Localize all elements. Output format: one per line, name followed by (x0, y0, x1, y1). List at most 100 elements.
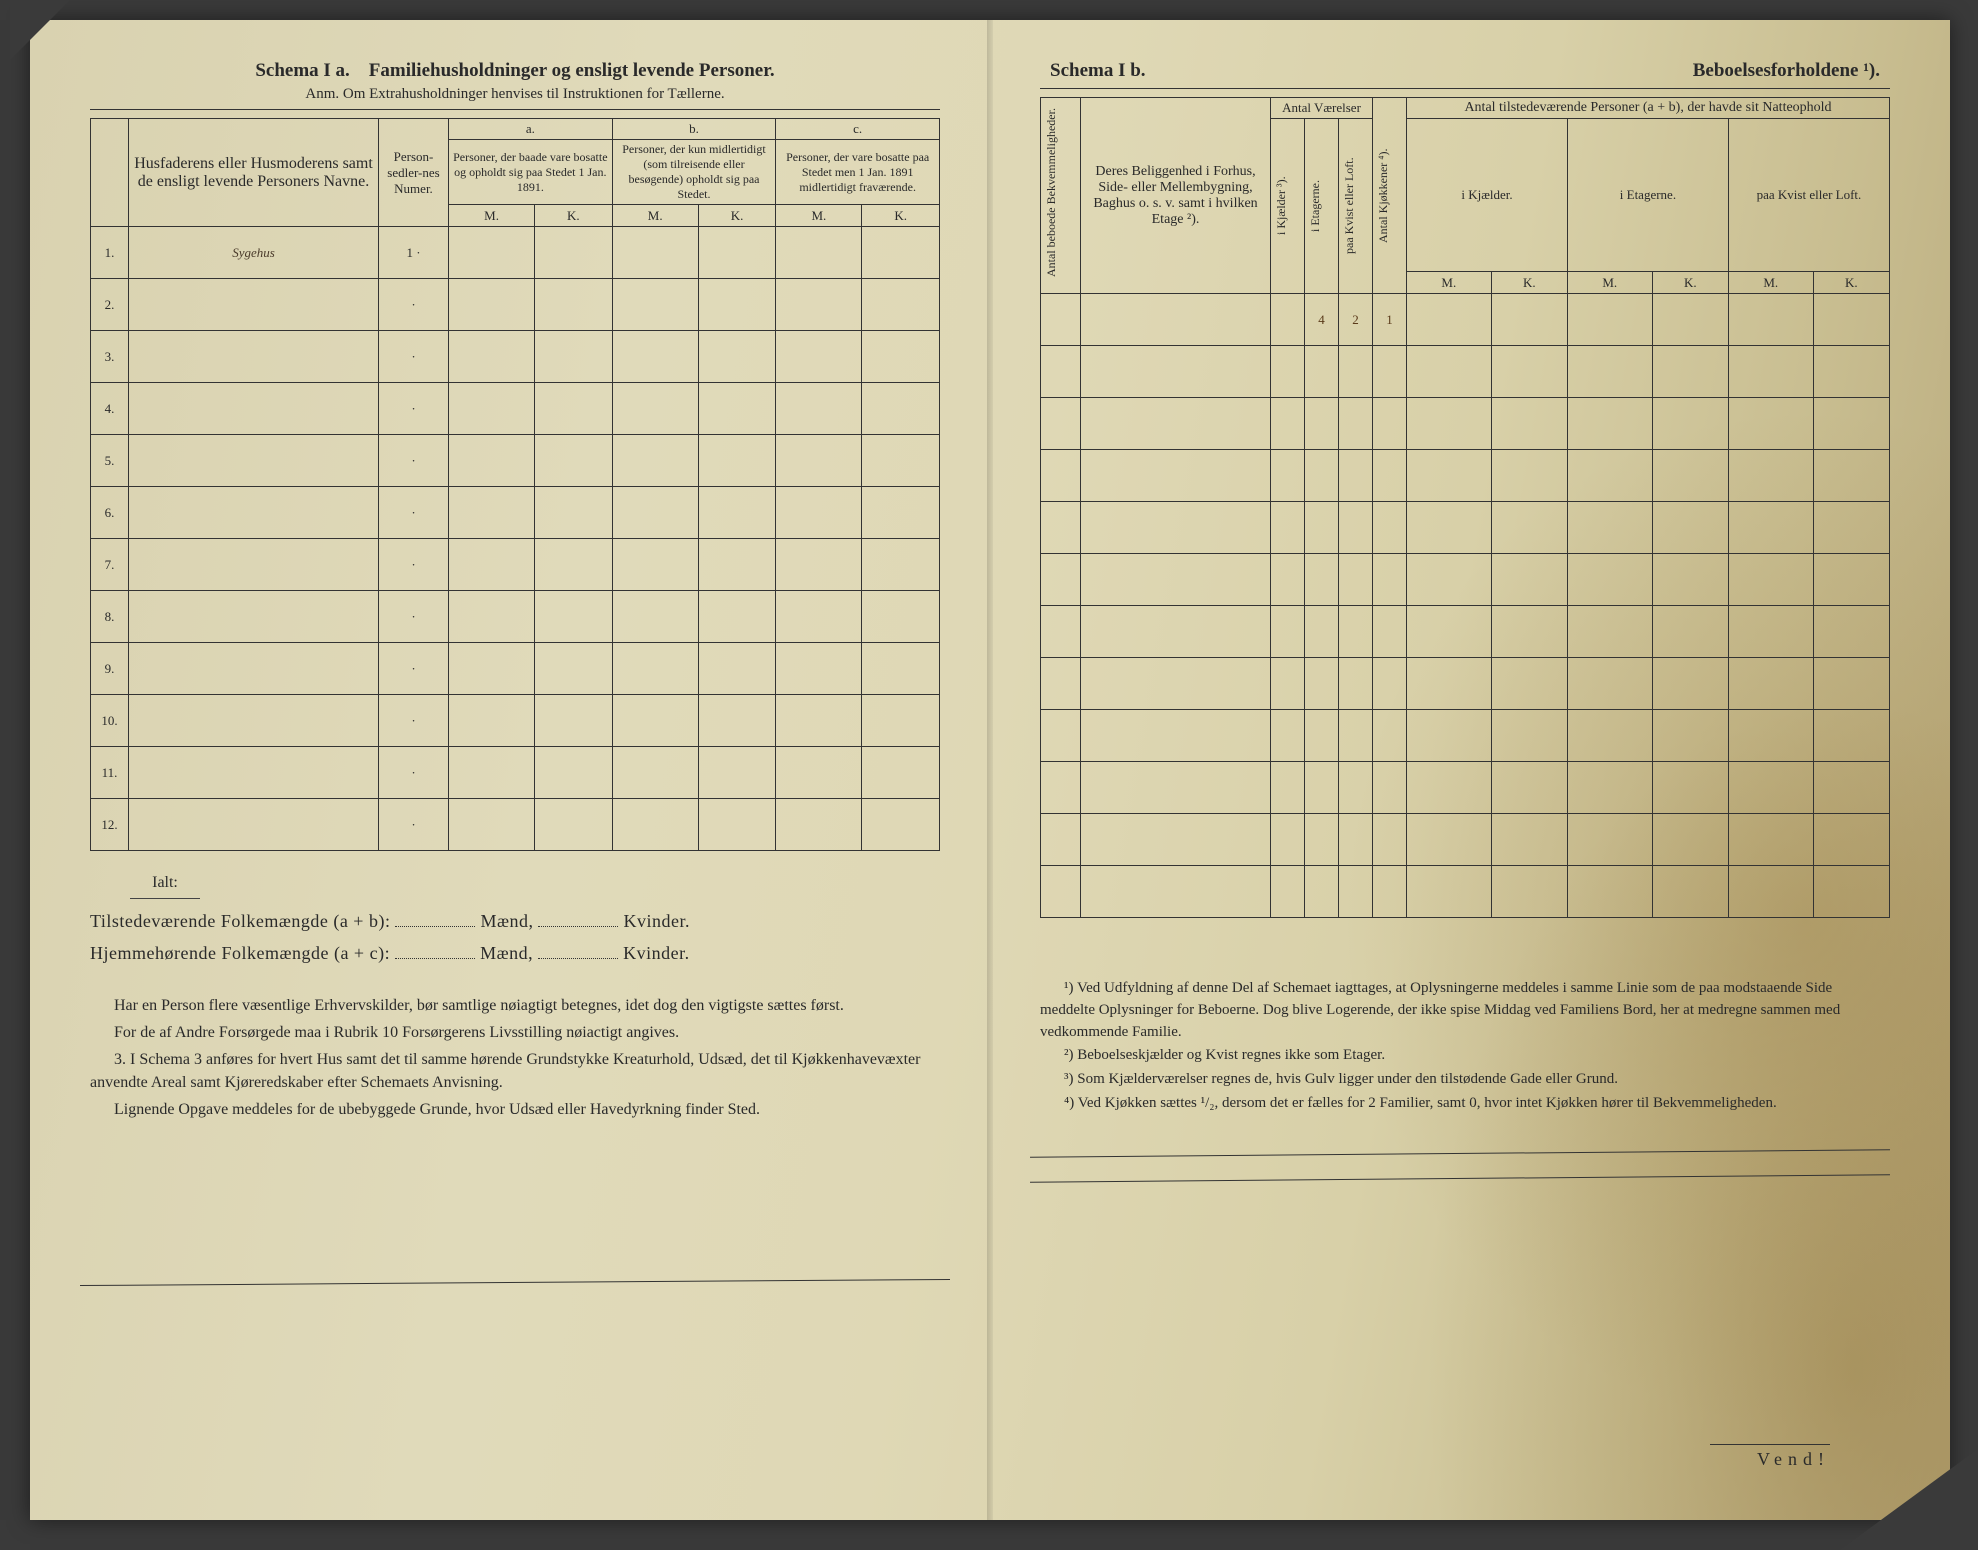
col-kjaelder: i Kjælder ³). (1274, 121, 1289, 291)
mk-k: K. (698, 205, 776, 227)
strikethrough-line (1030, 1174, 1890, 1183)
hw-etagerne: 4 (1305, 294, 1339, 346)
name-cell (129, 643, 379, 695)
note-line: For de af Andre Forsørgede maa i Rubrik … (90, 1021, 940, 1044)
table-row: 4. · (91, 383, 940, 435)
col-group-vaer: Antal Værelser (1271, 98, 1373, 119)
col-a: Personer, der baade vare bosatte og opho… (449, 140, 613, 205)
table-row (1041, 606, 1890, 658)
col-b: Personer, der kun midlertidigt (som tilr… (612, 140, 776, 205)
strikethrough-line (1030, 1149, 1890, 1158)
footnote: ⁴) Ved Kjøkken sættes ¹/₂, dersom det er… (1040, 1093, 1890, 1115)
torn-corner (10, 0, 70, 60)
col-names: Husfaderens eller Husmoderens samt de en… (129, 119, 379, 227)
note-line: Har en Person flere væsentlige Erhvervsk… (90, 994, 940, 1017)
row-number: 2. (91, 279, 129, 331)
right-page: Schema I b. Beboelsesforholdene ¹). Anta… (990, 20, 1950, 1520)
table-row: 421 (1041, 294, 1890, 346)
table-row: 6.· (91, 487, 940, 539)
right-footnotes: ¹) Ved Udfyldning af denne Del af Schema… (1040, 978, 1890, 1115)
schema-label: Schema I a. (255, 60, 349, 81)
schema-title-right: Beboelsesforholdene ¹). (1693, 60, 1880, 82)
name-cell (129, 279, 379, 331)
psed-cell: · (379, 591, 449, 643)
col-rownum (91, 119, 129, 227)
name-cell (129, 799, 379, 851)
name-cell (129, 383, 379, 435)
row-number: 9. (91, 643, 129, 695)
table-row: 12.· (91, 799, 940, 851)
table-row (1041, 814, 1890, 866)
name-cell (129, 695, 379, 747)
table-row (1041, 658, 1890, 710)
strikethrough-line (80, 1279, 950, 1286)
left-page: Schema I a. Familiehusholdninger og ensl… (30, 20, 990, 1520)
psed-cell: · (379, 747, 449, 799)
table-row (1041, 554, 1890, 606)
row-number: 4. (91, 383, 129, 435)
psed-cell: · (379, 279, 449, 331)
mk-k: K. (862, 205, 940, 227)
table-row (1041, 710, 1890, 762)
name-cell (129, 487, 379, 539)
hw-kjokken: 1 (1373, 294, 1407, 346)
table-row (1041, 346, 1890, 398)
footnote: ³) Som Kjælderværelser regnes de, hvis G… (1040, 1069, 1890, 1091)
col-kjokken: Antal Kjøkkener ⁴). (1376, 111, 1391, 281)
row-number: 7. (91, 539, 129, 591)
row-number: 10. (91, 695, 129, 747)
left-form-table: Husfaderens eller Husmoderens samt de en… (90, 118, 940, 851)
table-row (1041, 398, 1890, 450)
table-row: 8.· (91, 591, 940, 643)
table-row: 7. · (91, 539, 940, 591)
name-cell (129, 539, 379, 591)
vend-label: Vend! (1710, 1444, 1830, 1470)
name-cell: Sygehus (129, 227, 379, 279)
psed-cell: · (379, 539, 449, 591)
table-row (1041, 450, 1890, 502)
mk-m: M. (612, 205, 698, 227)
row-number: 11. (91, 747, 129, 799)
row-number: 5. (91, 435, 129, 487)
row-number: 3. (91, 331, 129, 383)
left-notes: Har en Person flere væsentlige Erhvervsk… (90, 994, 940, 1122)
col-personsedler: Person-sedler-nes Numer. (379, 119, 449, 227)
table-row: 3.· (91, 331, 940, 383)
schema-label-right: Schema I b. (1050, 60, 1146, 82)
psed-cell: · (379, 383, 449, 435)
schema-title: Familiehusholdninger og ensligt levende … (369, 60, 775, 81)
psed-cell: · (379, 695, 449, 747)
right-header: Schema I b. Beboelsesforholdene ¹). (1040, 60, 1890, 89)
table-row: 10. · (91, 695, 940, 747)
col-beligg: Deres Beliggenhed i Forhus, Side- eller … (1081, 98, 1271, 294)
footnote: ¹) Ved Udfyldning af denne Del af Schema… (1040, 978, 1890, 1043)
totals-home: Hjemmehørende Folkemængde (a + c): Mænd,… (90, 943, 690, 963)
psed-cell: 1 · (379, 227, 449, 279)
name-cell (129, 331, 379, 383)
psed-cell: · (379, 643, 449, 695)
col-group-b: b. (612, 119, 776, 140)
note-line: Lignende Opgave meddeles for de ubebygge… (90, 1098, 940, 1121)
col-group-persons: Antal tilstedeværende Personer (a + b), … (1407, 98, 1890, 119)
name-cell (129, 435, 379, 487)
name-cell (129, 747, 379, 799)
name-cell (129, 591, 379, 643)
psed-cell: · (379, 487, 449, 539)
psed-cell: · (379, 435, 449, 487)
mk-k: K. (535, 205, 613, 227)
col-group-a: a. (449, 119, 613, 140)
hw-kvist: 2 (1339, 294, 1373, 346)
table-row: 1.Sygehus1 · (91, 227, 940, 279)
totals-present: Tilstedeværende Folkemængde (a + b): Mæn… (90, 911, 690, 931)
mk-m: M. (776, 205, 862, 227)
table-row: 2. · (91, 279, 940, 331)
table-row: 5. · (91, 435, 940, 487)
footnote: ²) Beboelseskjælder og Kvist regnes ikke… (1040, 1045, 1890, 1067)
torn-corner (1840, 1440, 1978, 1550)
psed-cell: · (379, 799, 449, 851)
col-p-kvist: paa Kvist eller Loft. (1728, 119, 1889, 272)
paper-spread: Schema I a. Familiehusholdninger og ensl… (30, 20, 1950, 1520)
col-p-etag: i Etagerne. (1567, 119, 1728, 272)
col-bekvem: Antal beboede Bekvemmeligheder. (1044, 111, 1059, 281)
col-etagerne-v: i Etagerne. (1308, 121, 1323, 291)
